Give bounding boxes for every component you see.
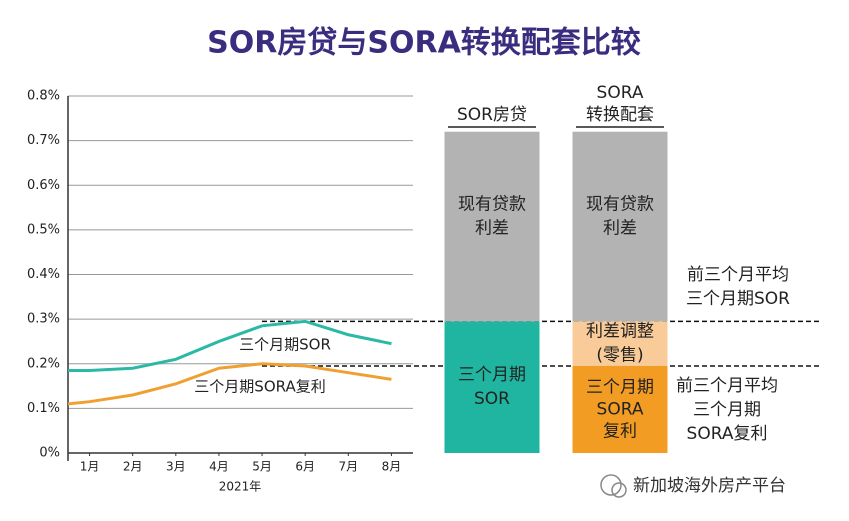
column-header: SORA bbox=[597, 83, 644, 103]
series-label: 三个月期SORA复利 bbox=[194, 378, 325, 396]
annotation: 三个月期SOR bbox=[686, 289, 790, 309]
y-tick-label: 0.4% bbox=[27, 267, 60, 282]
bar-label: 三个月期 bbox=[586, 377, 654, 397]
y-tick-label: 0.3% bbox=[27, 312, 60, 327]
column-header: 转换配套 bbox=[586, 105, 654, 125]
y-tick-label: 0.2% bbox=[27, 356, 60, 371]
annotation: 前三个月平均 bbox=[676, 376, 778, 396]
bar-label: 利差 bbox=[475, 219, 509, 239]
bar-segment bbox=[444, 321, 540, 453]
bar-label: 现有贷款 bbox=[458, 195, 526, 215]
line-series bbox=[68, 319, 392, 372]
bar-segment bbox=[444, 131, 540, 322]
x-tick-label: 5月 bbox=[252, 460, 272, 474]
watermark: 新加坡海外房产平台 bbox=[633, 476, 786, 496]
x-axis-label: 2021年 bbox=[219, 480, 262, 494]
y-tick-label: 0.5% bbox=[27, 222, 60, 237]
x-tick-label: 1月 bbox=[80, 460, 100, 474]
bar-label: 三个月期 bbox=[458, 365, 526, 385]
bar-label: 复利 bbox=[603, 421, 637, 441]
line-series bbox=[67, 362, 392, 406]
bar-label: (零售) bbox=[596, 346, 643, 366]
x-tick-label: 2月 bbox=[123, 460, 143, 474]
y-tick-label: 0.6% bbox=[27, 178, 60, 193]
bar-label: 利差 bbox=[603, 219, 637, 239]
y-tick-label: 0.7% bbox=[27, 133, 60, 148]
bar-label: 利差调整 bbox=[586, 322, 654, 342]
x-tick-label: 7月 bbox=[338, 460, 358, 474]
bar-segment bbox=[572, 321, 668, 366]
bar-label: 现有贷款 bbox=[586, 195, 654, 215]
x-tick-label: 6月 bbox=[295, 460, 315, 474]
x-tick-label: 4月 bbox=[209, 460, 229, 474]
y-tick-label: 0.8% bbox=[27, 89, 60, 104]
y-tick-label: 0% bbox=[39, 446, 60, 461]
watermark-icon bbox=[600, 474, 627, 498]
y-tick-label: 0.1% bbox=[27, 401, 60, 416]
column-header: SOR房贷 bbox=[457, 105, 527, 125]
bar-label: SORA bbox=[597, 399, 644, 419]
annotation: 前三个月平均 bbox=[687, 265, 789, 285]
bar-segment bbox=[572, 131, 668, 322]
annotation: SORA复利 bbox=[687, 424, 768, 444]
series-label: 三个月期SOR bbox=[239, 336, 331, 354]
x-tick-label: 3月 bbox=[166, 460, 186, 474]
annotation: 三个月期 bbox=[693, 400, 761, 420]
bar-label: SOR bbox=[474, 389, 510, 409]
chart-title: SOR房贷与SORA转换配套比较 bbox=[207, 26, 641, 61]
x-tick-label: 8月 bbox=[382, 460, 402, 474]
bar-segment bbox=[572, 365, 668, 453]
